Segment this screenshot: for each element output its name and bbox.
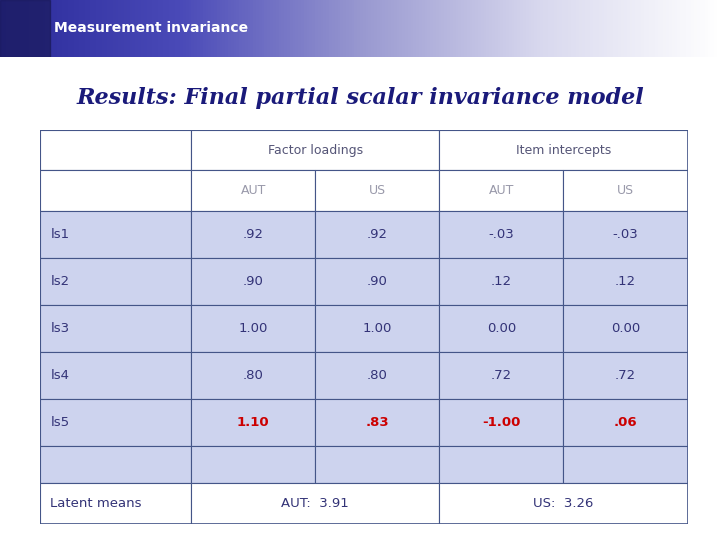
Text: Results: Final partial scalar invariance model: Results: Final partial scalar invariance… [76,87,644,109]
Text: US:  3.26: US: 3.26 [534,497,594,510]
Bar [564,211,688,258]
Bar [315,399,439,446]
Text: .90: .90 [367,275,388,288]
Text: 1.00: 1.00 [238,322,268,335]
Bar [564,305,688,352]
Text: AUT:  3.91: AUT: 3.91 [282,497,349,510]
Text: -.03: -.03 [489,228,514,241]
Bar [315,211,439,258]
Bar [40,399,191,446]
Bar [40,305,191,352]
Bar [564,352,688,399]
Text: -.03: -.03 [613,228,639,241]
Bar [439,399,564,446]
Bar [315,305,439,352]
Text: .72: .72 [615,369,636,382]
Bar [315,171,439,211]
Bar [439,446,564,483]
Bar [0,0,50,57]
Bar [315,352,439,399]
Bar [191,171,315,211]
Bar [564,399,688,446]
Text: .80: .80 [367,369,388,382]
Text: Measurement invariance: Measurement invariance [54,22,248,35]
Bar [40,130,191,171]
Bar [191,446,315,483]
Text: AUT: AUT [489,184,514,198]
Bar [40,446,191,483]
Bar [315,446,439,483]
Bar [564,258,688,305]
Text: 1.10: 1.10 [237,416,269,429]
Bar [191,483,439,524]
Text: ls4: ls4 [50,369,69,382]
Text: ls1: ls1 [50,228,70,241]
Text: ls3: ls3 [50,322,70,335]
Text: 1.00: 1.00 [363,322,392,335]
Text: .12: .12 [491,275,512,288]
Bar [191,211,315,258]
Text: .12: .12 [615,275,636,288]
Text: US: US [369,184,386,198]
Text: 0.00: 0.00 [487,322,516,335]
Text: ls2: ls2 [50,275,70,288]
Bar [439,171,564,211]
Bar [191,305,315,352]
Bar [439,305,564,352]
Bar [40,211,191,258]
Bar [40,258,191,305]
Bar [40,483,191,524]
Text: -1.00: -1.00 [482,416,521,429]
Text: .90: .90 [243,275,264,288]
Bar [564,171,688,211]
Bar [439,483,688,524]
Bar [439,211,564,258]
Text: Item intercepts: Item intercepts [516,144,611,157]
Bar [191,352,315,399]
Bar [191,130,439,171]
Text: ls5: ls5 [50,416,70,429]
Text: .92: .92 [243,228,264,241]
Text: .83: .83 [366,416,389,429]
Bar [564,446,688,483]
Text: AUT: AUT [240,184,266,198]
Bar [439,258,564,305]
Text: .80: .80 [243,369,264,382]
Bar [315,258,439,305]
Text: .72: .72 [491,369,512,382]
Bar [191,399,315,446]
Text: .92: .92 [366,228,388,241]
Bar [191,258,315,305]
Bar [439,130,688,171]
Bar [40,171,191,211]
Text: US: US [617,184,634,198]
Bar [40,352,191,399]
Text: Factor loadings: Factor loadings [268,144,363,157]
Text: 0.00: 0.00 [611,322,640,335]
Bar [439,352,564,399]
Text: .06: .06 [613,416,637,429]
Text: Latent means: Latent means [50,497,142,510]
